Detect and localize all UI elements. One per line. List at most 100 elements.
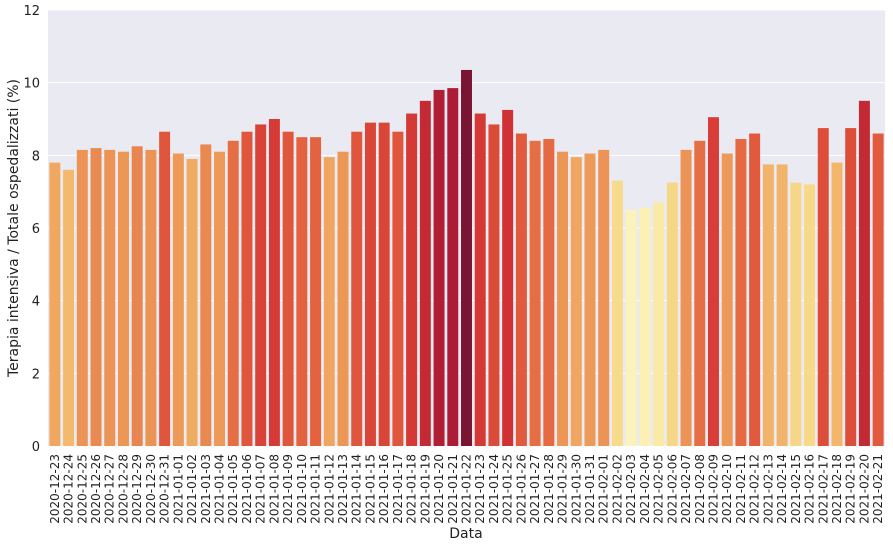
bar bbox=[131, 146, 143, 446]
bar bbox=[145, 149, 157, 446]
x-tick-label: 2021-01-02 bbox=[185, 454, 199, 524]
bar bbox=[433, 89, 445, 446]
bar bbox=[214, 151, 226, 446]
bar bbox=[598, 149, 610, 446]
x-tick-label: 2021-01-14 bbox=[350, 454, 364, 524]
bar bbox=[268, 119, 280, 446]
bar bbox=[625, 209, 637, 446]
x-tick-label: 2021-01-23 bbox=[473, 454, 487, 524]
x-tick-label: 2021-01-18 bbox=[405, 454, 419, 524]
x-tick-label: 2021-01-09 bbox=[281, 454, 295, 524]
bar bbox=[406, 113, 418, 447]
x-tick-label: 2021-02-07 bbox=[679, 454, 693, 524]
bar bbox=[872, 133, 884, 447]
bar bbox=[858, 100, 870, 446]
bar bbox=[762, 164, 774, 446]
x-tick-label: 2021-01-15 bbox=[363, 454, 377, 524]
x-tick-label: 2021-01-30 bbox=[569, 454, 583, 524]
x-tick-label: 2021-02-17 bbox=[816, 454, 830, 524]
bar bbox=[172, 153, 184, 446]
bar bbox=[49, 162, 61, 446]
bar bbox=[804, 184, 816, 446]
x-axis-label: Data bbox=[449, 526, 482, 542]
x-tick-label: 2020-12-24 bbox=[62, 454, 76, 524]
x-tick-label: 2021-02-04 bbox=[638, 454, 652, 524]
y-tick-label: 12 bbox=[23, 4, 40, 19]
x-tick-label: 2021-01-26 bbox=[514, 454, 528, 524]
bar bbox=[104, 149, 116, 446]
x-tick-label: 2021-01-21 bbox=[446, 454, 460, 524]
bar bbox=[515, 133, 527, 447]
x-tick-label: 2021-01-03 bbox=[199, 454, 213, 524]
y-tick-label: 6 bbox=[32, 222, 40, 237]
x-tick-label: 2020-12-25 bbox=[75, 454, 89, 524]
x-tick-label: 2021-02-01 bbox=[597, 454, 611, 524]
bar bbox=[461, 69, 472, 446]
bar bbox=[447, 88, 459, 446]
bar bbox=[310, 137, 322, 446]
bar bbox=[543, 138, 555, 446]
bar bbox=[529, 140, 541, 447]
y-tick-label: 2 bbox=[32, 367, 40, 382]
bars-group bbox=[49, 69, 884, 447]
bar bbox=[337, 151, 349, 446]
bar bbox=[63, 169, 75, 446]
bar bbox=[392, 131, 404, 446]
x-tick-label: 2021-02-14 bbox=[775, 454, 789, 524]
bar bbox=[474, 113, 486, 447]
x-tick-label: 2021-02-02 bbox=[610, 454, 624, 524]
x-tick-label: 2021-01-28 bbox=[542, 454, 556, 524]
bar bbox=[749, 133, 761, 447]
bar bbox=[117, 151, 129, 446]
x-tick-label: 2020-12-28 bbox=[116, 454, 130, 524]
x-tick-label: 2021-01-24 bbox=[487, 454, 501, 524]
bar bbox=[721, 153, 733, 446]
bar bbox=[776, 164, 788, 446]
bar bbox=[364, 122, 376, 446]
x-tick-label: 2021-01-10 bbox=[295, 454, 309, 524]
x-tick-label: 2021-02-16 bbox=[803, 454, 817, 524]
bar bbox=[255, 124, 267, 446]
bar bbox=[296, 137, 308, 446]
x-tick-label: 2021-01-16 bbox=[377, 454, 391, 524]
y-tick-label: 10 bbox=[23, 77, 40, 92]
bar bbox=[419, 100, 431, 446]
bar bbox=[557, 151, 569, 446]
x-tick-label: 2021-02-12 bbox=[748, 454, 762, 524]
bar bbox=[378, 122, 390, 446]
y-tick-label: 4 bbox=[32, 295, 40, 310]
bar bbox=[186, 158, 198, 446]
x-tick-label: 2021-01-29 bbox=[556, 454, 570, 524]
x-tick-label: 2021-02-18 bbox=[830, 454, 844, 524]
x-tick-label: 2021-01-13 bbox=[336, 454, 350, 524]
bar bbox=[653, 202, 665, 446]
bar bbox=[227, 140, 239, 447]
bar bbox=[200, 144, 212, 446]
bar bbox=[707, 117, 719, 446]
x-tick-label: 2020-12-23 bbox=[48, 454, 62, 524]
bar bbox=[241, 131, 253, 446]
y-tick-label: 0 bbox=[32, 440, 40, 455]
x-tick-label: 2020-12-26 bbox=[89, 454, 103, 524]
x-tick-label: 2021-01-17 bbox=[391, 454, 405, 524]
x-tick-label: 2020-12-27 bbox=[103, 454, 117, 524]
x-tick-label: 2021-01-25 bbox=[501, 454, 515, 524]
bar bbox=[570, 157, 582, 446]
x-tick-label: 2021-02-21 bbox=[871, 454, 885, 524]
x-tick-label: 2021-02-03 bbox=[624, 454, 638, 524]
bar bbox=[323, 157, 335, 446]
bar bbox=[845, 128, 857, 447]
x-tick-label: 2021-01-11 bbox=[309, 454, 323, 524]
x-tick-label: 2021-02-06 bbox=[665, 454, 679, 524]
y-axis-label: Terapia intensiva / Totale ospedalizzati… bbox=[6, 79, 22, 378]
bar bbox=[282, 131, 294, 446]
x-tick-label: 2021-02-20 bbox=[857, 454, 871, 524]
x-tick-label: 2021-02-08 bbox=[693, 454, 707, 524]
x-tick-labels: 2020-12-23 2020-12-24 2020-12-25 2020-12-26… bbox=[48, 454, 885, 524]
bar bbox=[817, 128, 829, 447]
x-tick-label: 2021-01-27 bbox=[528, 454, 542, 524]
bar bbox=[666, 182, 678, 447]
bar bbox=[351, 131, 363, 446]
